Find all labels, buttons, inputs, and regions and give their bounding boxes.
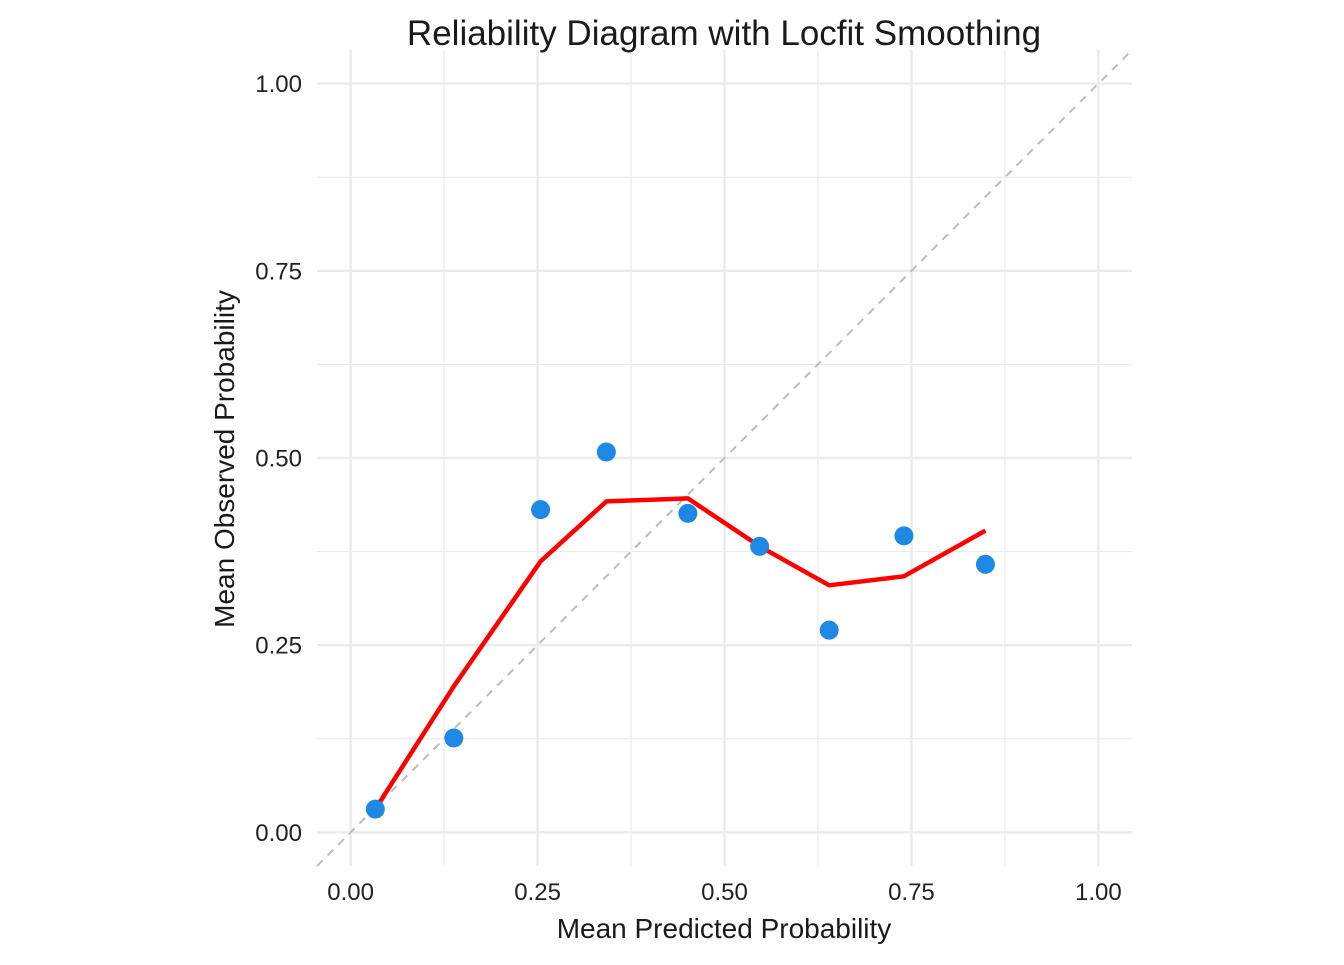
x-tick-label: 0.25 <box>514 879 561 906</box>
x-axis-title: Mean Predicted Probability <box>557 913 892 944</box>
reference-line-layer <box>316 49 1133 867</box>
y-tick-label: 0.75 <box>255 258 302 285</box>
data-point <box>750 536 770 556</box>
data-point <box>819 620 839 640</box>
data-point <box>531 500 551 520</box>
y-tick-label: 0.50 <box>255 446 302 473</box>
y-tick-label: 0.00 <box>255 820 302 847</box>
x-axis-ticks: 0.00 0.25 0.50 0.75 1.00 <box>327 879 1121 906</box>
y-axis-title: Mean Observed Probability <box>209 290 240 628</box>
locfit-smooth-line <box>373 496 987 811</box>
data-point <box>975 554 995 574</box>
y-tick-label: 0.25 <box>255 633 302 660</box>
y-axis-ticks: 0.00 0.25 0.50 0.75 1.00 <box>255 71 302 847</box>
data-point <box>365 799 385 819</box>
y-tick-label: 1.00 <box>255 71 302 98</box>
data-point <box>678 503 698 523</box>
x-tick-label: 0.00 <box>327 879 374 906</box>
grid <box>317 50 1132 866</box>
points-layer <box>365 442 995 819</box>
data-point <box>596 442 616 462</box>
x-tick-label: 1.00 <box>1075 879 1122 906</box>
data-point <box>444 728 464 748</box>
data-point <box>894 526 914 546</box>
x-tick-label: 0.75 <box>888 879 935 906</box>
smooth-line-layer <box>373 496 987 811</box>
chart-title: Reliability Diagram with Locfit Smoothin… <box>407 14 1041 53</box>
x-tick-label: 0.50 <box>701 879 748 906</box>
reference-diagonal-line <box>316 49 1133 867</box>
